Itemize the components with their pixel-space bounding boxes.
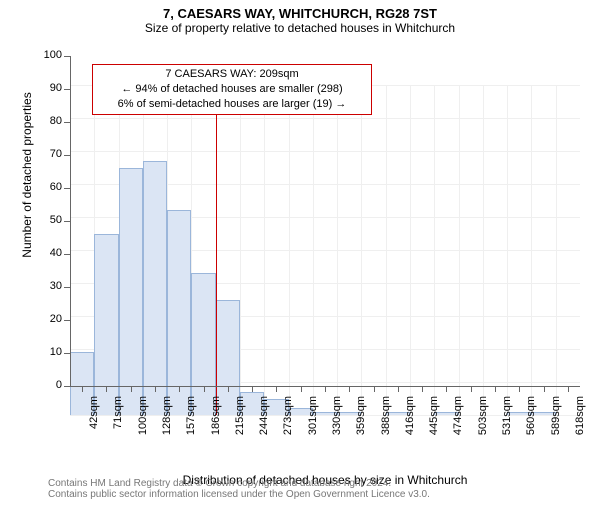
gridline-v (556, 85, 557, 415)
gridline-v (459, 85, 460, 415)
histogram-bar (167, 210, 191, 415)
copyright-line-2: Contains public sector information licen… (48, 489, 430, 500)
y-axis-label: Number of detached properties (20, 10, 34, 340)
ytick-label: 40 (34, 247, 62, 259)
gridline-v (313, 85, 314, 415)
xtick-label: 273sqm (282, 396, 294, 442)
ytick-label: 0 (34, 379, 62, 391)
xtick-label: 330sqm (331, 396, 343, 442)
ytick-label: 50 (34, 214, 62, 226)
gridline-v (289, 85, 290, 415)
chart-subtitle: Size of property relative to detached ho… (0, 21, 600, 35)
xtick-label: 71sqm (112, 396, 124, 442)
plot-area (70, 85, 580, 415)
ytick-label: 30 (34, 280, 62, 292)
gridline-v (531, 85, 532, 415)
histogram-bar (119, 168, 143, 416)
annotation-line-2: ← 94% of detached houses are smaller (29… (97, 82, 367, 97)
gridline-v (483, 85, 484, 415)
xtick-label: 215sqm (234, 396, 246, 442)
annotation-box: 7 CAESARS WAY: 209sqm ← 94% of detached … (92, 64, 372, 115)
xtick-label: 301sqm (307, 396, 319, 442)
gridline-h (70, 151, 580, 152)
histogram-bar (143, 161, 167, 415)
xtick-label: 474sqm (452, 396, 464, 442)
gridline-v (264, 85, 265, 415)
xtick-label: 42sqm (88, 396, 100, 442)
ytick-label: 10 (34, 346, 62, 358)
xtick-label: 589sqm (550, 396, 562, 442)
gridline-v (410, 85, 411, 415)
gridline-v (337, 85, 338, 415)
ytick-label: 20 (34, 313, 62, 325)
chart-title: 7, CAESARS WAY, WHITCHURCH, RG28 7ST (0, 6, 600, 21)
xtick-label: 186sqm (210, 396, 222, 442)
gridline-h (70, 118, 580, 119)
xtick-label: 445sqm (428, 396, 440, 442)
ytick-label: 60 (34, 181, 62, 193)
copyright-text: Contains HM Land Registry data © Crown c… (48, 478, 430, 500)
axis-bottom (70, 386, 580, 387)
ytick-label: 70 (34, 148, 62, 160)
annotation-line-1: 7 CAESARS WAY: 209sqm (97, 67, 367, 82)
xtick-label: 416sqm (404, 396, 416, 442)
gridline-v (507, 85, 508, 415)
ytick-label: 80 (34, 115, 62, 127)
xtick-label: 100sqm (137, 396, 149, 442)
xtick-label: 388sqm (380, 396, 392, 442)
xtick-label: 560sqm (525, 396, 537, 442)
gridline-v (386, 85, 387, 415)
ytick-label: 90 (34, 82, 62, 94)
xtick-label: 244sqm (258, 396, 270, 442)
gridline-v (434, 85, 435, 415)
annotation-line-3: 6% of semi-detached houses are larger (1… (97, 97, 367, 112)
xtick-label: 359sqm (355, 396, 367, 442)
gridline-v (240, 85, 241, 415)
xtick-label: 503sqm (477, 396, 489, 442)
ytick-label: 100 (34, 49, 62, 61)
xtick-label: 157sqm (185, 396, 197, 442)
axis-left (70, 56, 71, 386)
copyright-line-1: Contains HM Land Registry data © Crown c… (48, 478, 430, 489)
histogram-bar (191, 273, 215, 415)
reference-line (216, 85, 217, 415)
xtick-label: 128sqm (161, 396, 173, 442)
xtick-label: 618sqm (574, 396, 586, 442)
gridline-v (361, 85, 362, 415)
xtick-label: 531sqm (501, 396, 513, 442)
